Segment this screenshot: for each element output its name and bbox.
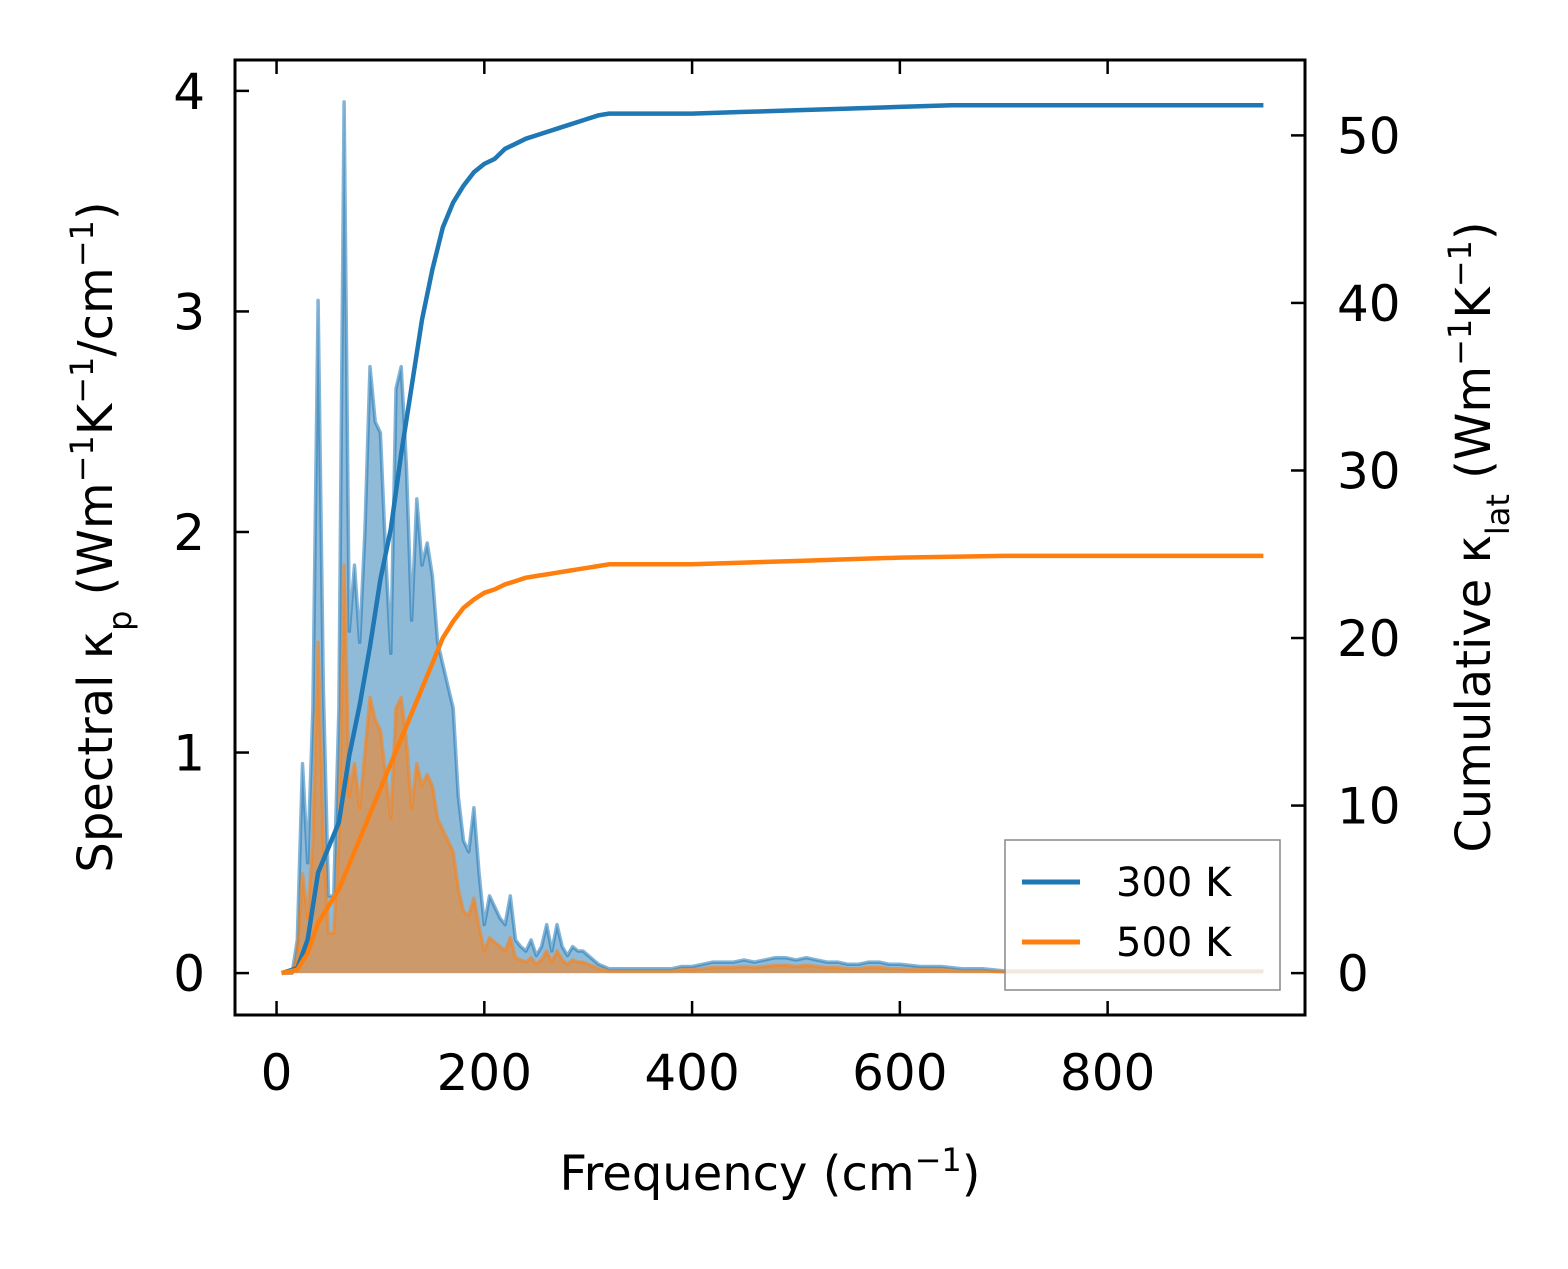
x-tick-label: 600 <box>852 1044 947 1102</box>
legend-label-300k: 300 K <box>1116 860 1233 906</box>
legend-box <box>1004 839 1281 991</box>
y-right-tick-label: 20 <box>1337 610 1401 668</box>
cumulative-line-300k <box>281 102 1264 976</box>
y-right-tick-label: 10 <box>1337 778 1401 836</box>
y-left-tick-label: 0 <box>173 945 205 1003</box>
legend: 300 K 500 K <box>1004 839 1281 991</box>
cumulative-line-500k <box>281 553 1264 976</box>
y-left-tick-label: 1 <box>173 725 205 783</box>
plot-area <box>281 100 1264 976</box>
y-right-tick-label: 40 <box>1337 275 1401 333</box>
spectral-outline-500k <box>281 563 1264 975</box>
y-right-tick-label: 30 <box>1337 442 1401 500</box>
x-axis-label: Frequency (cm−1) <box>559 1141 980 1202</box>
spectral-outline-300k <box>281 100 1264 975</box>
x-tick-label: 800 <box>1060 1044 1155 1102</box>
tick-marks <box>235 60 1305 1015</box>
axes-border <box>233 58 1307 1017</box>
y-left-tick-label: 4 <box>173 63 205 121</box>
axes-frame <box>233 58 1307 1017</box>
right-y-axis-label: Cumulative κlat (Wm−1K−1) <box>1441 221 1517 852</box>
left-y-axis-label: Spectral κp (Wm−1K−1/cm−1) <box>63 201 139 872</box>
x-tick-label: 0 <box>261 1044 293 1102</box>
x-tick-label: 200 <box>437 1044 532 1102</box>
y-right-tick-label: 50 <box>1337 107 1401 165</box>
y-left-tick-label: 3 <box>173 283 205 341</box>
y-right-tick-label: 0 <box>1337 945 1369 1003</box>
spectral-area-500k <box>281 565 1264 974</box>
y-left-tick-label: 2 <box>173 504 205 562</box>
legend-label-500k: 500 K <box>1116 920 1233 966</box>
x-tick-label: 400 <box>644 1044 739 1102</box>
